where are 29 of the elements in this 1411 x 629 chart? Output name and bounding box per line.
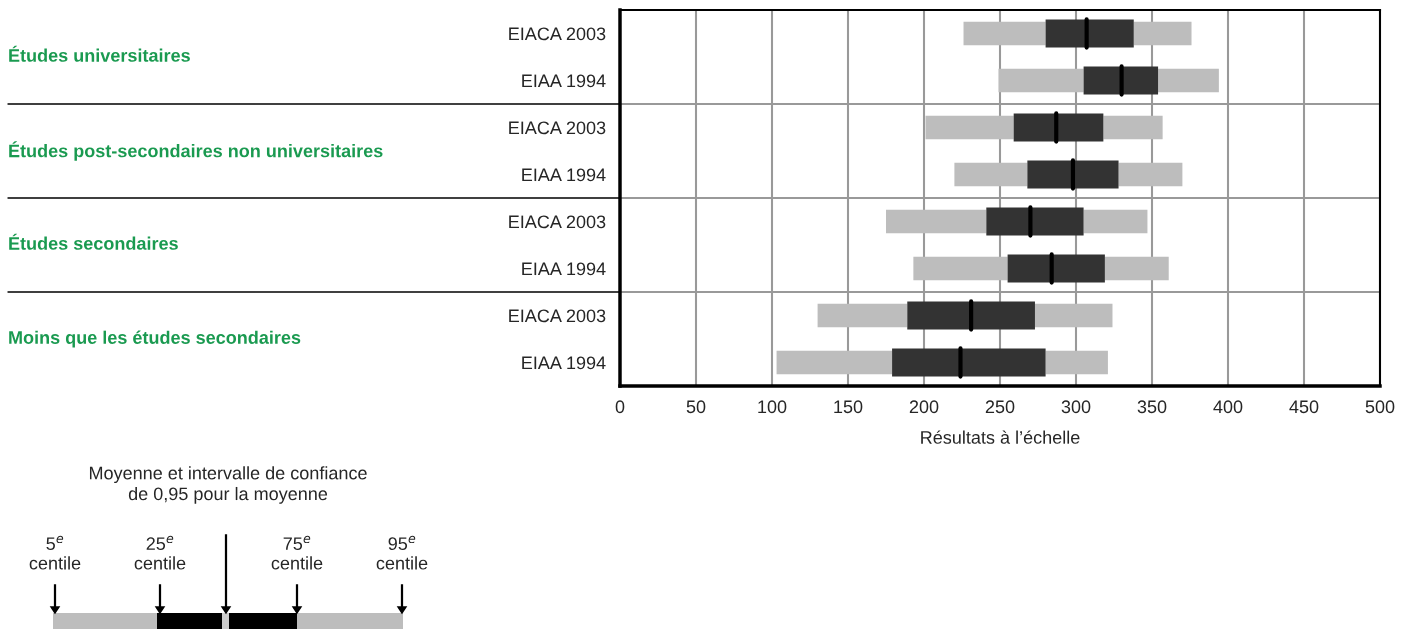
text: Études universitaires: [9, 45, 190, 62]
x-tick-label: 350: [1137, 400, 1167, 414]
y-tick-label: EIAA 1994: [522, 168, 606, 182]
y-tick-label: EIACA 2003: [509, 121, 606, 135]
x-tick-label: 200: [909, 400, 939, 414]
x-tick-label: 50: [686, 400, 706, 414]
text: Études post-secondaires non universitaires: [9, 141, 383, 161]
text: 5$^{e}$ centile: [29, 535, 81, 570]
x-tick-label: 400: [1213, 400, 1243, 414]
x-tick-label: 150: [834, 400, 863, 414]
x-axis-title: Résultats à l’échelle: [921, 430, 1080, 444]
x-tick-label: 500: [1365, 400, 1395, 414]
x-tick-label: 250: [985, 400, 1015, 414]
y-tick-label: EIAA 1994: [522, 74, 606, 88]
text: 75$^{e}$ centile: [271, 535, 323, 570]
x-tick-label: 0: [615, 400, 625, 414]
text: 25$^{e}$ centile: [134, 535, 186, 570]
text: Moins que les études secondaires: [9, 330, 301, 348]
x-tick-label: 100: [758, 400, 787, 414]
y-tick-label: EIACA 2003: [509, 215, 606, 229]
x-tick-label: 450: [1289, 400, 1319, 414]
y-tick-label: EIAA 1994: [522, 356, 606, 370]
y-tick-label: EIACA 2003: [509, 309, 606, 323]
x-tick-label: 300: [1061, 400, 1091, 414]
text: Études secondaires: [9, 233, 178, 250]
y-tick-label: EIAA 1994: [522, 262, 606, 276]
text: 95$^{e}$ centile: [376, 535, 428, 570]
text: Moyenne et intervalle de confiance de 0,95 pour la moyenne: [89, 466, 367, 504]
y-tick-label: EIACA 2003: [509, 27, 606, 41]
